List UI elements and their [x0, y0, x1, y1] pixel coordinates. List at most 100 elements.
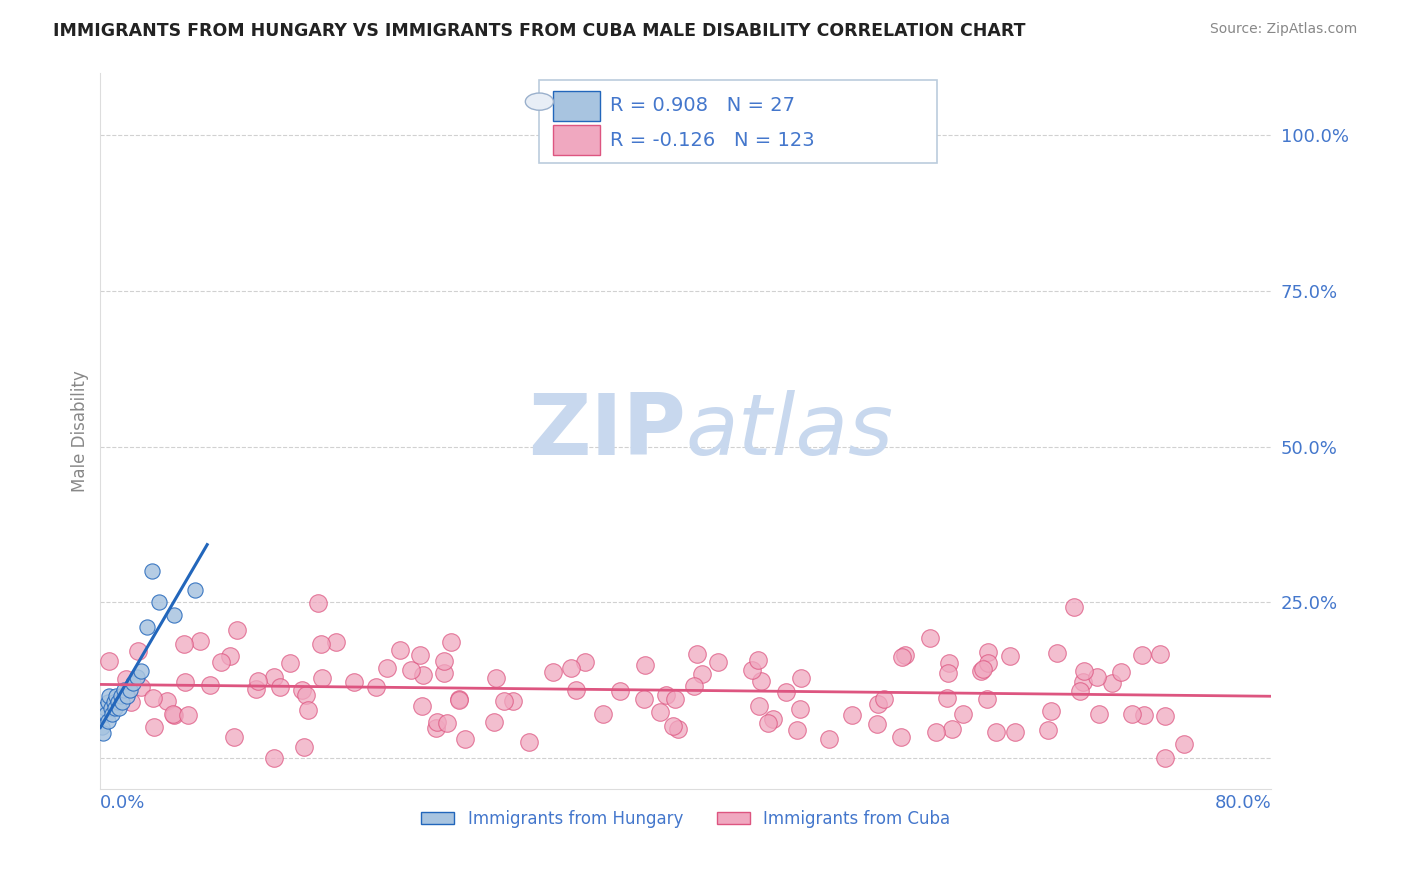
Point: [747, 653, 769, 667]
Point: [173, 637, 195, 651]
Point: [101, 707, 124, 722]
Point: [1133, 707, 1156, 722]
Point: [502, 694, 524, 708]
Point: [494, 694, 516, 708]
Text: R = 0.908   N = 27: R = 0.908 N = 27: [610, 96, 794, 115]
Point: [1087, 706, 1109, 721]
Text: atlas: atlas: [686, 390, 894, 473]
Point: [790, 672, 813, 686]
Point: [425, 721, 447, 735]
Point: [325, 635, 347, 649]
Point: [433, 666, 456, 681]
Point: [399, 663, 422, 677]
Point: [1173, 737, 1195, 751]
Point: [482, 714, 505, 729]
Point: [98, 655, 121, 669]
Text: ZIP: ZIP: [529, 390, 686, 473]
Point: [775, 684, 797, 698]
Point: [98, 689, 121, 703]
Point: [1004, 725, 1026, 739]
Point: [938, 656, 960, 670]
FancyBboxPatch shape: [554, 125, 600, 155]
Point: [219, 649, 242, 664]
Point: [311, 671, 333, 685]
Point: [129, 680, 152, 694]
Point: [762, 712, 785, 726]
Point: [100, 701, 122, 715]
Point: [343, 675, 366, 690]
Point: [176, 708, 198, 723]
Point: [1073, 665, 1095, 679]
Point: [941, 723, 963, 737]
Point: [96, 707, 118, 722]
Point: [748, 699, 770, 714]
Point: [173, 674, 195, 689]
Point: [112, 682, 135, 697]
Point: [817, 732, 839, 747]
Point: [245, 681, 267, 696]
Point: [141, 564, 163, 578]
Point: [952, 706, 974, 721]
Point: [409, 648, 432, 662]
Point: [661, 719, 683, 733]
Point: [868, 697, 890, 711]
Point: [375, 661, 398, 675]
Point: [541, 665, 564, 679]
Point: [1063, 600, 1085, 615]
Point: [184, 582, 207, 597]
Point: [1071, 675, 1094, 690]
Point: [741, 663, 763, 677]
Point: [565, 683, 588, 698]
Point: [893, 648, 915, 662]
Point: [976, 691, 998, 706]
Point: [110, 689, 132, 703]
Point: [105, 689, 128, 703]
Point: [1130, 648, 1153, 662]
Point: [209, 655, 232, 669]
Point: [1149, 647, 1171, 661]
Point: [292, 739, 315, 754]
Point: [389, 643, 412, 657]
Text: Source: ZipAtlas.com: Source: ZipAtlas.com: [1209, 22, 1357, 37]
Point: [609, 684, 631, 698]
Text: 0.0%: 0.0%: [100, 794, 146, 813]
Point: [1000, 648, 1022, 663]
Circle shape: [526, 93, 554, 111]
Point: [1040, 704, 1063, 718]
Point: [108, 701, 131, 715]
Point: [866, 716, 889, 731]
Point: [91, 726, 114, 740]
Point: [104, 701, 127, 715]
Point: [115, 689, 138, 703]
Point: [163, 708, 186, 723]
Text: IMMIGRANTS FROM HUNGARY VS IMMIGRANTS FROM CUBA MALE DISABILITY CORRELATION CHAR: IMMIGRANTS FROM HUNGARY VS IMMIGRANTS FR…: [53, 22, 1026, 40]
Point: [107, 695, 129, 709]
Legend: Immigrants from Hungary, Immigrants from Cuba: Immigrants from Hungary, Immigrants from…: [415, 804, 957, 835]
Point: [454, 731, 477, 746]
Point: [1085, 670, 1108, 684]
Point: [97, 695, 120, 709]
Point: [789, 701, 811, 715]
Point: [246, 674, 269, 689]
Point: [143, 720, 166, 734]
Point: [225, 623, 247, 637]
Point: [127, 644, 149, 658]
Point: [263, 670, 285, 684]
Point: [1069, 683, 1091, 698]
Point: [114, 673, 136, 687]
Point: [198, 678, 221, 692]
Point: [485, 671, 508, 685]
Point: [426, 714, 449, 729]
Point: [756, 715, 779, 730]
Point: [269, 681, 291, 695]
Point: [977, 656, 1000, 670]
Point: [984, 725, 1007, 739]
Point: [936, 665, 959, 680]
Point: [873, 692, 896, 706]
Point: [307, 596, 329, 610]
Text: R = -0.126   N = 123: R = -0.126 N = 123: [610, 131, 814, 150]
Point: [433, 655, 456, 669]
Point: [592, 706, 614, 721]
Point: [103, 695, 125, 709]
Point: [925, 725, 948, 739]
